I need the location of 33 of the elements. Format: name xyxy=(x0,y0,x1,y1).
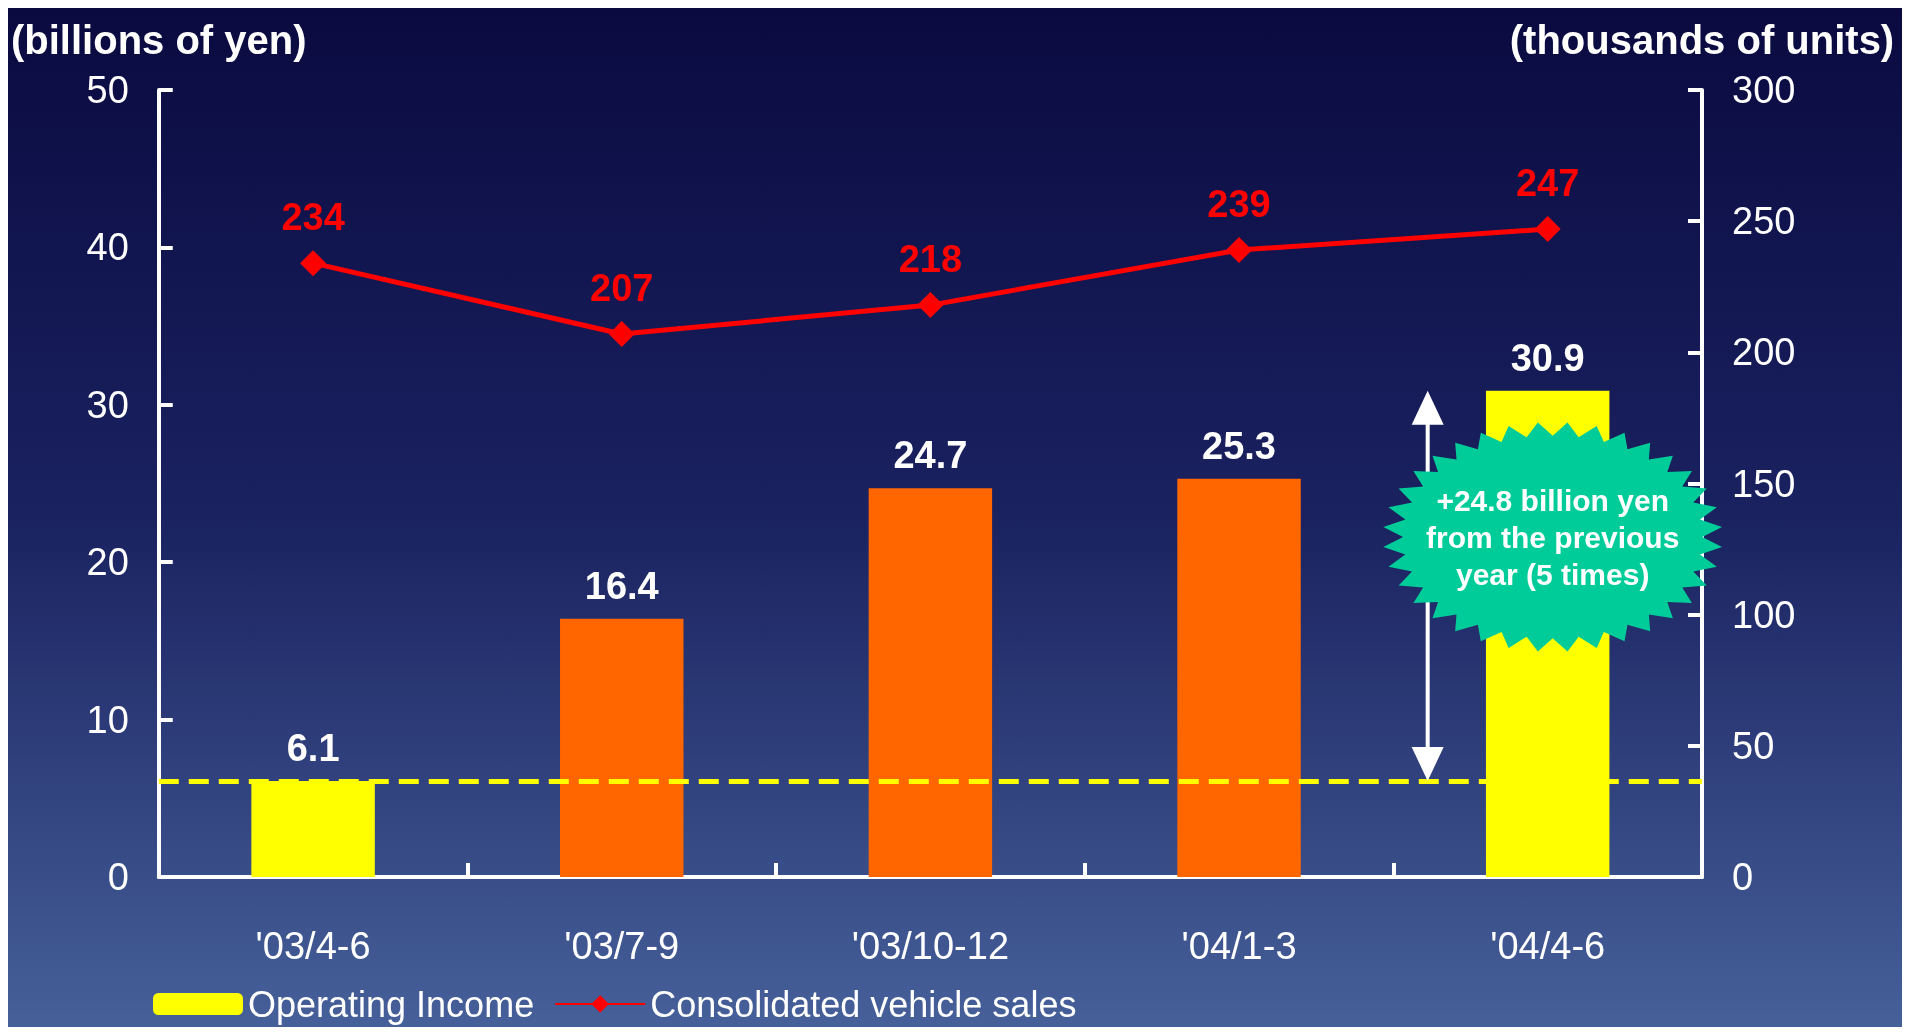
x-tick-label: '03/10-12 xyxy=(851,925,1010,967)
y-tick-label: 30 xyxy=(86,383,129,426)
x-tick-label: '03/7-9 xyxy=(564,925,680,967)
data-label: 247 xyxy=(1515,162,1580,205)
data-label: 234 xyxy=(281,196,345,239)
y2-tick-label: 250 xyxy=(1732,200,1796,243)
y2-tick-label: 150 xyxy=(1732,462,1796,505)
legend-label: Consolidated vehicle sales xyxy=(650,983,1077,1025)
y2-tick-label: 200 xyxy=(1732,331,1796,374)
y-tick-label: 10 xyxy=(86,698,129,741)
y-tick-label: 40 xyxy=(86,226,129,269)
data-label: 239 xyxy=(1207,183,1271,226)
y2-axis-title: (thousands of units) xyxy=(1509,18,1895,62)
annotation: +24.8 billion yen from the previous year (5 times) xyxy=(1425,482,1681,593)
x-tick-label: '03/4-6 xyxy=(255,925,371,967)
y-tick-label: 50 xyxy=(86,69,129,111)
y-tick-label: 20 xyxy=(86,541,129,584)
data-label: 30.9 xyxy=(1510,336,1585,379)
y-tick-label: 0 xyxy=(107,856,129,898)
data-label: 6.1 xyxy=(286,726,340,769)
y2-tick-label: 100 xyxy=(1732,593,1796,636)
data-label: 24.7 xyxy=(893,434,968,477)
y-axis-title: (billions of yen) xyxy=(11,18,307,62)
data-label: 218 xyxy=(898,238,963,281)
y2-tick-label: 0 xyxy=(1732,856,1754,898)
data-label: 25.3 xyxy=(1202,424,1277,467)
legend-label: Operating Income xyxy=(248,983,535,1025)
y2-tick-label: 300 xyxy=(1732,69,1796,111)
x-tick-label: '04/4-6 xyxy=(1490,925,1606,967)
y2-tick-label: 50 xyxy=(1732,724,1775,767)
data-label: 207 xyxy=(590,266,654,309)
data-label: 16.4 xyxy=(584,564,659,607)
x-tick-label: '04/1-3 xyxy=(1181,925,1297,967)
